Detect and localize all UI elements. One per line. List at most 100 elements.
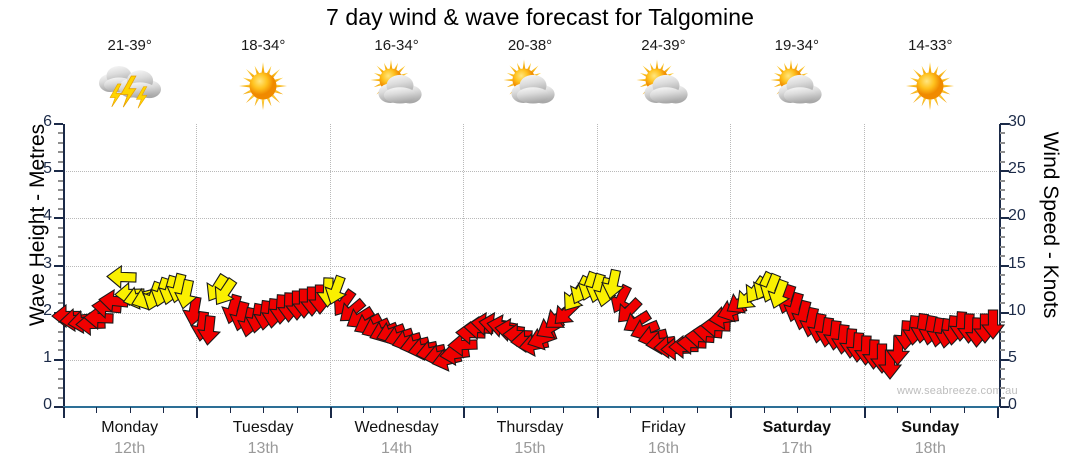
axis-tick <box>58 368 63 372</box>
gridline-horizontal <box>63 218 997 220</box>
day-name: Thursday <box>496 419 564 436</box>
axis-tick <box>1000 179 1005 184</box>
day-label-thursday: Thursday 15th <box>460 418 600 460</box>
x-axis-tick <box>496 407 498 413</box>
day-name: Friday <box>641 419 686 436</box>
x-axis-tick <box>963 407 965 413</box>
axis-tick <box>58 141 63 146</box>
day-date: 12th <box>114 440 146 457</box>
axis-tick <box>1000 132 1005 136</box>
day-name: Tuesday <box>232 419 294 436</box>
axis-tick <box>58 198 63 202</box>
axis-tick <box>54 170 63 174</box>
axis-tick <box>58 339 63 344</box>
axis-tick <box>58 189 63 193</box>
y2-axis-tick-label: 30 <box>1008 113 1026 130</box>
y2-axis-tick-label: 5 <box>1008 348 1017 366</box>
axis-tick <box>58 207 63 212</box>
x-axis-tick <box>163 407 165 413</box>
y-axis-tick-label: 3 <box>43 254 52 272</box>
x-axis-tick <box>863 407 866 418</box>
x-axis-tick <box>296 407 298 413</box>
axis-tick <box>1000 339 1005 344</box>
day-separator <box>863 124 865 407</box>
day-header-thursday: 20-38° <box>460 38 600 115</box>
x-axis-tick <box>530 407 531 413</box>
y-axis-tick-label: 2 <box>43 301 52 319</box>
temperature-range: 19-34° <box>774 37 820 54</box>
axis-tick <box>58 377 63 382</box>
x-axis-tick <box>96 407 98 413</box>
day-date: 17th <box>781 440 813 457</box>
day-date: 13th <box>247 440 279 457</box>
thunderstorm-icon <box>95 57 165 115</box>
axis-tick <box>58 160 63 165</box>
axis-tick <box>54 123 63 127</box>
axis-tick <box>1000 273 1005 278</box>
y2-axis-tick-label: 20 <box>1008 207 1026 225</box>
axis-tick <box>1000 283 1005 287</box>
axis-tick <box>1000 292 1005 297</box>
axis-tick <box>58 255 63 259</box>
x-axis-tick <box>229 407 231 413</box>
day-label-wednesday: Wednesday 14th <box>327 418 467 460</box>
partly-cloudy-icon <box>628 57 698 115</box>
y2-axis-tick-label: 0 <box>1008 396 1017 413</box>
axis-tick <box>1000 302 1005 306</box>
axis-tick <box>1000 189 1005 193</box>
y2-axis-tick-label: 25 <box>1008 160 1026 178</box>
axis-tick <box>1000 368 1005 372</box>
day-name: Wednesday <box>354 419 439 436</box>
day-label-tuesday: Tuesday 13th <box>193 418 333 460</box>
axis-tick <box>1000 236 1005 240</box>
axis-tick <box>54 358 63 363</box>
axis-tick <box>58 245 63 250</box>
axis-tick <box>1000 396 1005 401</box>
temperature-range: 16-34° <box>374 37 419 54</box>
temperature-range: 18-34° <box>240 37 286 54</box>
y-axis-tick-label: 1 <box>43 348 52 366</box>
x-axis-line <box>63 406 999 408</box>
x-axis-tick <box>596 407 599 418</box>
y2-axis-tick-label: 10 <box>1008 301 1026 319</box>
axis-tick <box>58 132 63 136</box>
partly-cloudy-icon <box>362 57 432 115</box>
axis-tick <box>1000 151 1005 155</box>
axis-tick <box>58 151 63 155</box>
x-axis-tick <box>930 407 932 413</box>
y2-axis-tick-label: 15 <box>1008 254 1026 272</box>
axis-tick <box>1000 245 1005 250</box>
axis-tick <box>58 179 63 184</box>
day-date: 16th <box>647 440 679 457</box>
axis-tick <box>54 264 63 269</box>
day-name: Sunday <box>901 419 960 436</box>
day-separator <box>463 124 465 407</box>
day-header-friday: 24-39° <box>593 38 733 115</box>
axis-tick <box>1000 358 1009 363</box>
partly-cloudy-icon <box>762 57 832 115</box>
axis-tick <box>1000 207 1005 212</box>
gridline-horizontal <box>63 265 997 267</box>
axis-tick <box>1000 226 1005 231</box>
day-date: 14th <box>380 440 413 457</box>
x-axis-tick <box>129 407 131 413</box>
x-axis-tick <box>997 407 999 418</box>
day-header-monday: 21-39° <box>60 38 200 115</box>
day-header-sunday: 14-33° <box>860 38 1000 115</box>
x-axis-tick <box>63 407 65 418</box>
x-axis-tick <box>663 407 665 413</box>
x-axis-tick <box>196 407 199 418</box>
gridline-horizontal <box>63 359 997 361</box>
x-axis-tick <box>429 407 431 413</box>
sunny-icon <box>228 57 298 115</box>
axis-tick <box>58 236 63 240</box>
x-axis-tick <box>463 407 466 418</box>
axis-tick <box>1000 311 1009 316</box>
axis-tick <box>1000 264 1009 269</box>
y-axis-tick-label: 4 <box>43 207 52 225</box>
axis-tick <box>1000 198 1005 202</box>
axis-spine <box>63 124 65 407</box>
axis-tick <box>58 273 63 278</box>
axis-tick <box>1000 160 1005 165</box>
x-axis-tick <box>563 407 565 413</box>
